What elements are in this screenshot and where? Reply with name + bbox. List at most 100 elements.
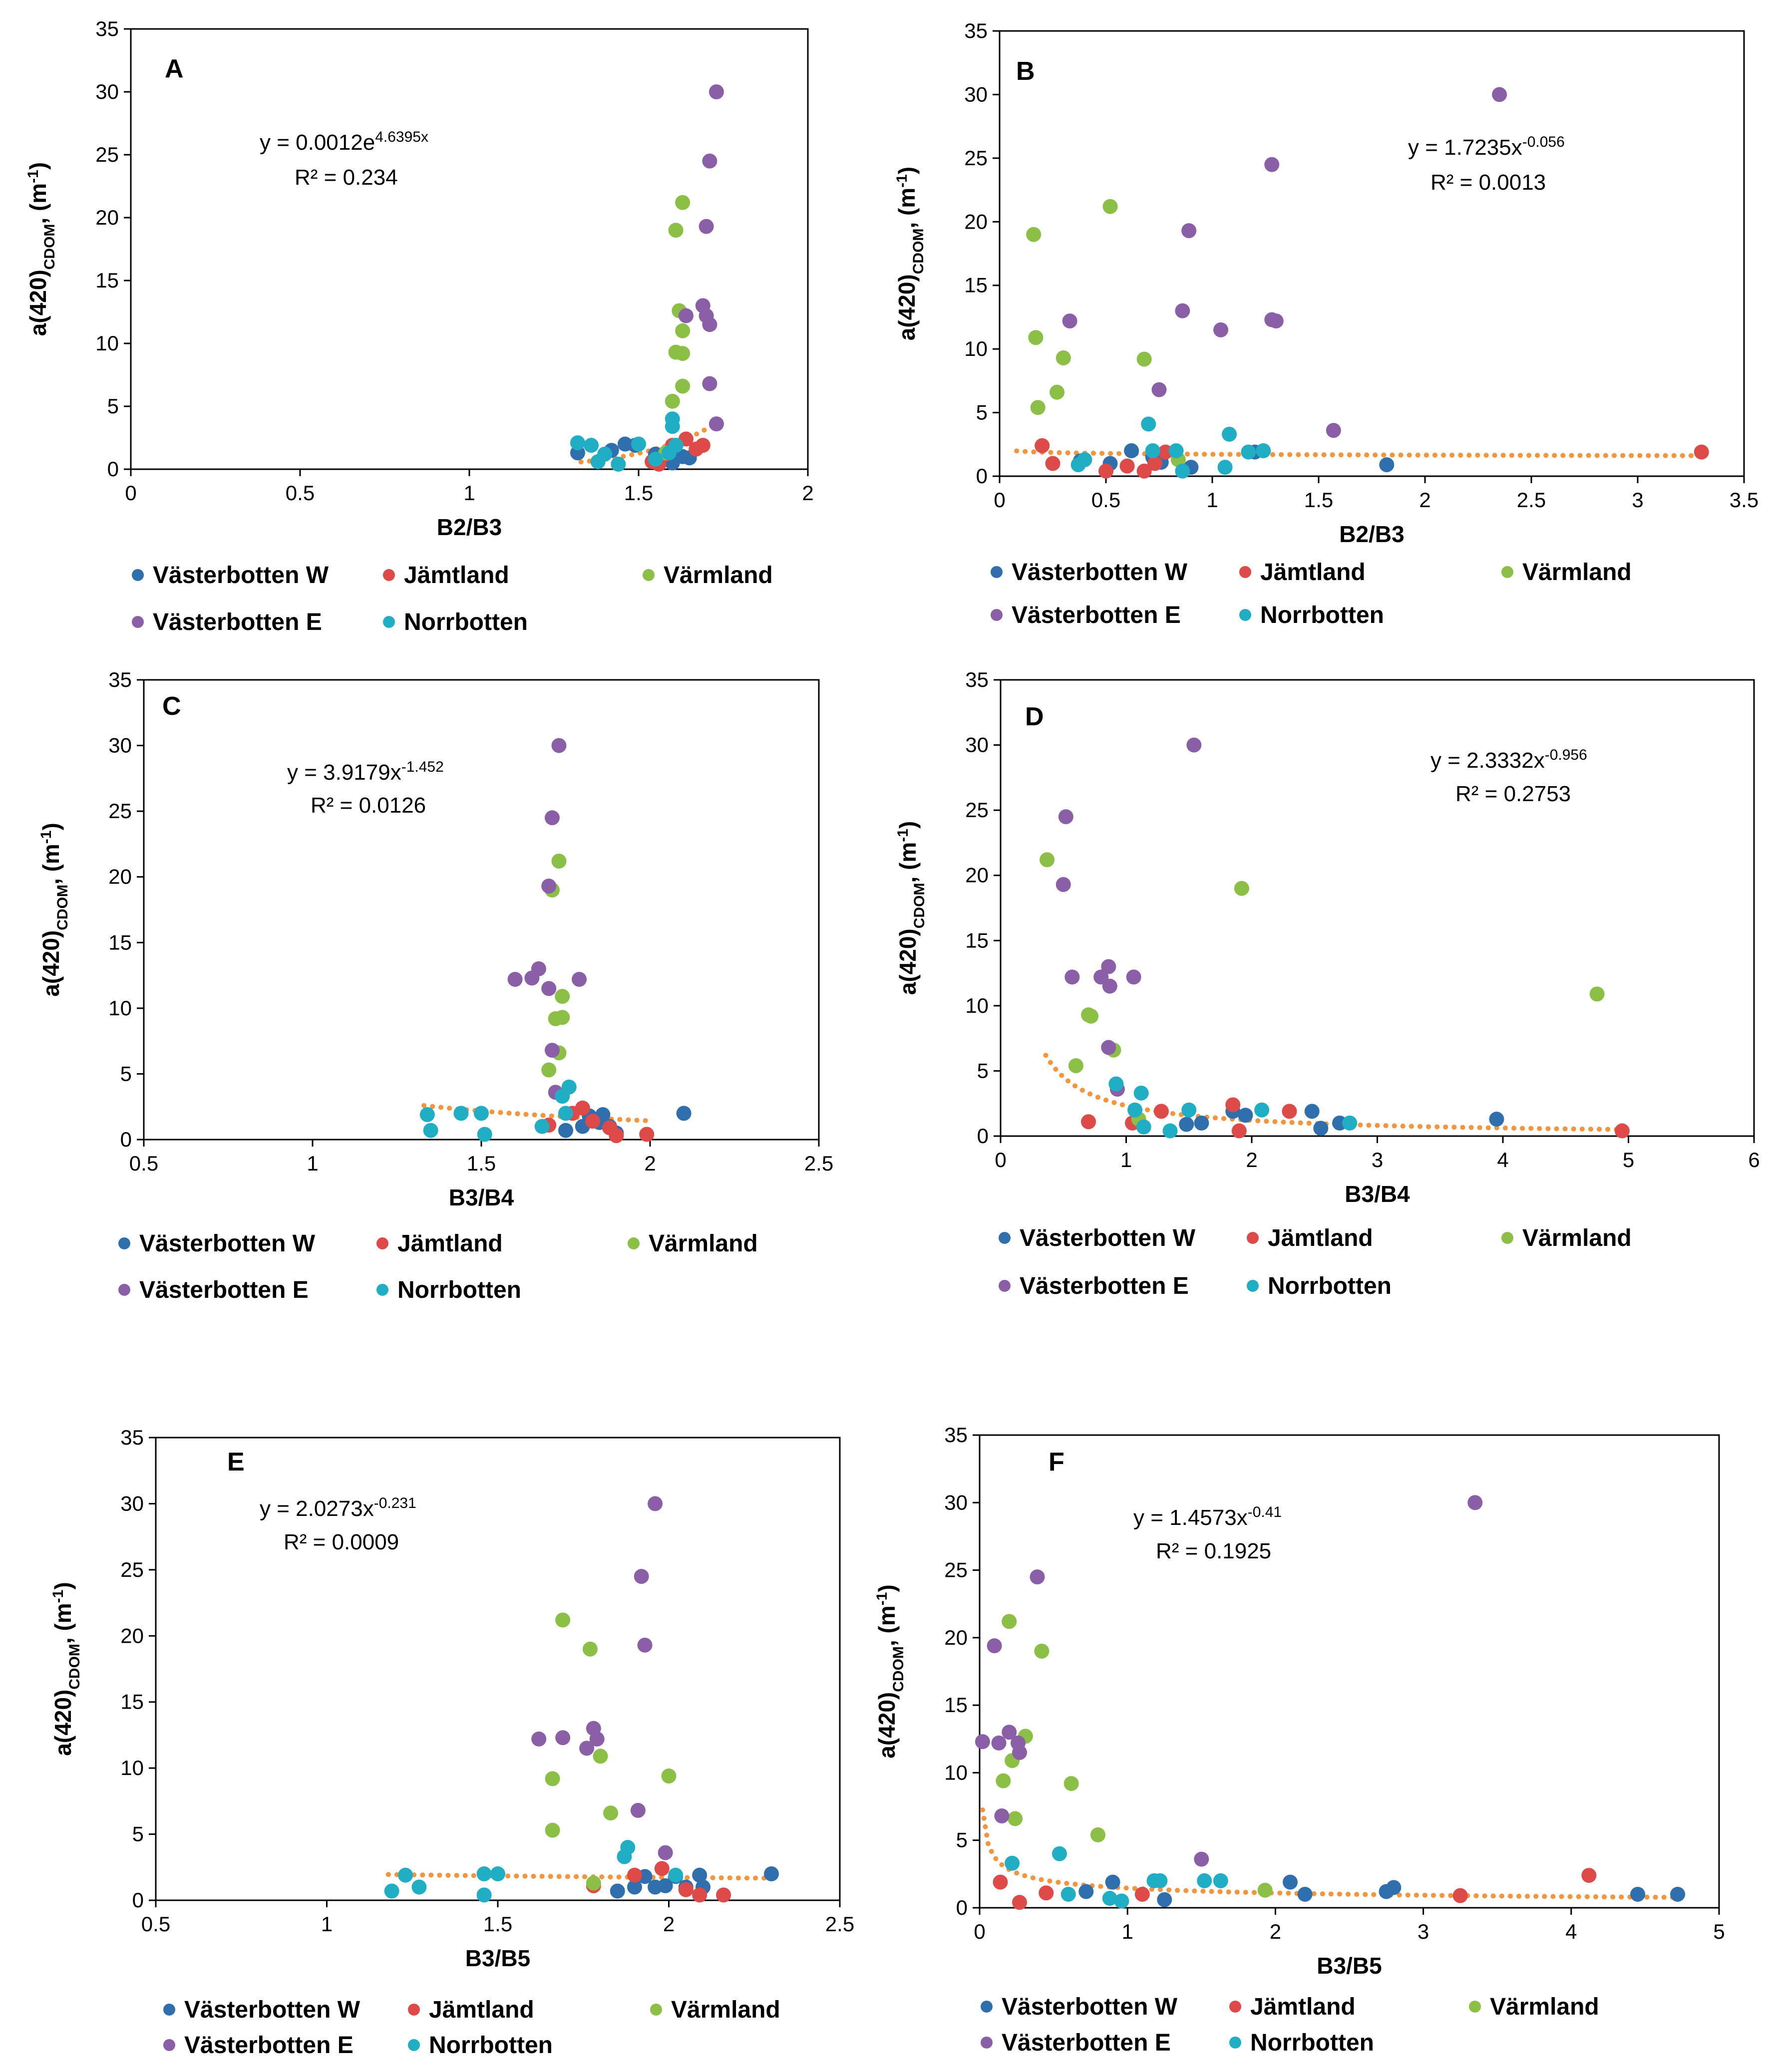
data-point: [1136, 1119, 1151, 1135]
x-tick-label: 0.5: [141, 1912, 170, 1936]
plot-frame: [999, 30, 1745, 477]
y-axis-label: a(420)CDOM, (m-1): [874, 1584, 907, 1758]
legend-label: Västerbotten W: [1002, 1994, 1178, 2020]
data-point: [544, 1043, 560, 1058]
data-point: [658, 1845, 673, 1860]
y-tick-label: 30: [964, 82, 988, 106]
r-squared-label: R² = 0.2753: [1455, 782, 1571, 806]
data-point: [1194, 1851, 1209, 1867]
legend-label: Västerbotten W: [139, 1230, 316, 1257]
data-point: [555, 1010, 570, 1025]
y-tick-label: 0: [132, 1888, 144, 1912]
x-axis-label: B2/B3: [437, 514, 502, 540]
data-point: [1257, 1882, 1273, 1898]
y-tick-label: 30: [95, 80, 119, 103]
data-point: [1083, 1008, 1099, 1024]
data-point: [637, 1637, 653, 1653]
trendline-equation: y = 2.0273x-0.231: [260, 1495, 416, 1521]
data-point: [1147, 456, 1162, 471]
chart-panel-b: 0 5 10 15 20 25 30 35 0 0.5 1 1.5 2 2.5 3 3.5 B2/B3 a(420…: [894, 19, 1759, 628]
data-point: [1157, 1892, 1172, 1907]
panel-letter: B: [1016, 57, 1035, 86]
data-point: [1068, 1058, 1083, 1073]
x-tick-label: 2: [663, 1912, 675, 1936]
y-tick-label: 5: [107, 394, 119, 418]
legend: Västerbotten W Jämtland Värmland Västerbott…: [163, 1997, 780, 2059]
data-point: [1670, 1886, 1686, 1902]
data-point: [1231, 1123, 1247, 1139]
data-point: [1102, 978, 1117, 994]
y-tick-label: 25: [120, 1558, 144, 1581]
data-point: [1114, 1893, 1129, 1909]
trendline: [421, 1103, 653, 1124]
data-point: [699, 219, 714, 234]
data-point: [555, 989, 570, 1004]
x-tick-label: 5: [1713, 1920, 1725, 1943]
data-point: [668, 1867, 684, 1883]
legend-label: Västerbotten W: [184, 1997, 360, 2023]
data-point: [1105, 1874, 1120, 1890]
data-point: [585, 1114, 601, 1129]
legend-marker: [383, 569, 395, 581]
data-point: [1119, 458, 1135, 474]
data-point: [541, 879, 557, 894]
data-point: [1379, 457, 1395, 473]
data-point: [1175, 303, 1190, 318]
legend-marker: [163, 2004, 175, 2016]
legend-label: Norrbotten: [1250, 2030, 1374, 2056]
data-point: [551, 854, 567, 869]
data-point: [1002, 1614, 1017, 1629]
data-point: [398, 1867, 413, 1883]
data-point: [1452, 1888, 1468, 1903]
y-tick-label: 10: [95, 331, 119, 355]
data-point: [708, 84, 724, 99]
legend-label: Jämtland: [1268, 1225, 1373, 1251]
data-point: [1256, 443, 1271, 459]
data-point: [1101, 959, 1116, 974]
y-tick-label: 5: [132, 1822, 144, 1846]
data-point: [975, 1734, 990, 1750]
data-point: [1002, 1725, 1017, 1740]
data-point: [551, 738, 567, 753]
r-squared-label: R² = 0.1925: [1156, 1539, 1271, 1563]
data-point: [1213, 1873, 1228, 1888]
data-point: [1297, 1886, 1313, 1902]
data-point: [764, 1866, 779, 1882]
r-squared-label: R² = 0.0013: [1430, 170, 1546, 195]
series-v-rmland: [1026, 199, 1186, 467]
series-j-mtland: [586, 1861, 731, 1903]
data-point: [1238, 1108, 1253, 1123]
data-point: [665, 419, 680, 434]
y-tick-label: 5: [956, 1828, 968, 1852]
data-point: [541, 1062, 557, 1078]
data-point: [1028, 330, 1044, 345]
y-tick-label: 5: [977, 1059, 989, 1082]
data-point: [582, 1641, 598, 1657]
y-tick-label: 35: [95, 17, 119, 40]
data-point: [453, 1106, 469, 1121]
legend-marker: [408, 2004, 420, 2016]
legend-marker: [408, 2039, 420, 2051]
y-tick-label: 35: [120, 1426, 144, 1449]
legend-label: Västerbotten E: [153, 609, 322, 635]
r-squared-label: R² = 0.234: [295, 165, 398, 190]
y-axis-label: a(420)CDOM, (m-1): [895, 821, 928, 995]
data-point: [541, 981, 557, 996]
series-v-rmland: [545, 1612, 677, 1891]
panel-letter: E: [227, 1448, 245, 1477]
y-tick-label: 20: [964, 210, 988, 233]
legend: Västerbotten W Jämtland Värmland Västerbott…: [118, 1230, 758, 1303]
data-point: [695, 438, 710, 453]
data-point: [1489, 1112, 1504, 1127]
x-axis-label: B2/B3: [1339, 521, 1404, 547]
data-point: [1077, 452, 1092, 467]
data-point: [474, 1106, 489, 1121]
legend-label: Västerbotten W: [1020, 1225, 1196, 1251]
data-point: [1141, 416, 1156, 432]
data-point: [384, 1883, 399, 1899]
y-tick-label: 35: [108, 668, 132, 691]
data-point: [593, 1749, 608, 1764]
y-tick-label: 0: [976, 464, 988, 488]
x-tick-label: 1.5: [467, 1152, 496, 1175]
legend-marker: [1247, 1280, 1259, 1292]
